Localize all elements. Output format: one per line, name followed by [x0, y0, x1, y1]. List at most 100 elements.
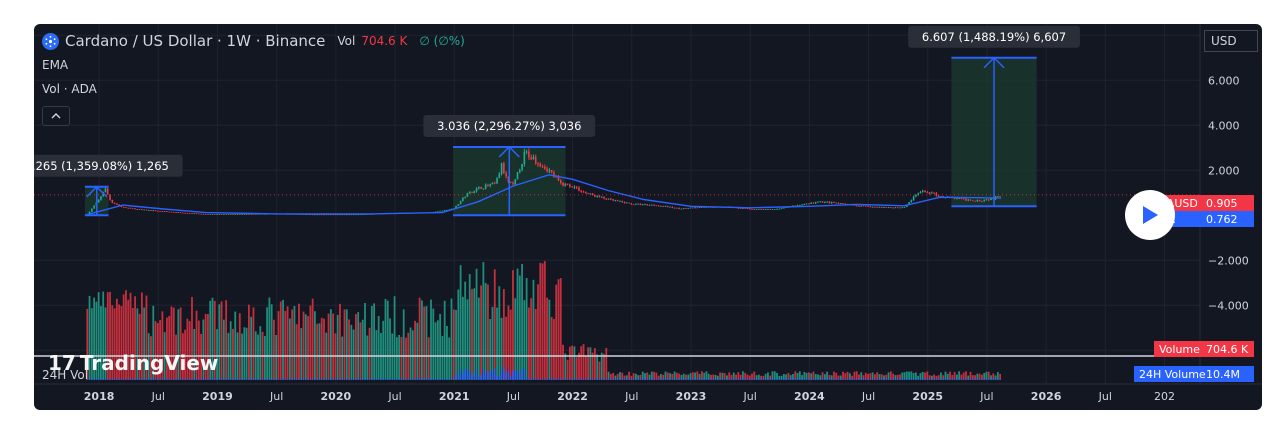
volume-24h-bar — [951, 378, 954, 380]
volume-24h-bar — [191, 379, 193, 380]
volume-24h-bar — [987, 378, 990, 380]
price-candle — [596, 195, 598, 197]
price-candle — [484, 184, 487, 189]
volume-bar — [682, 373, 685, 380]
volume-24h-bar — [651, 378, 653, 380]
volume-24h-bar — [245, 378, 248, 380]
volume-bar — [518, 275, 521, 380]
indicator-ema-legend[interactable]: EMA — [42, 58, 69, 72]
price-candle — [753, 209, 756, 211]
price-candle — [646, 204, 649, 206]
volume-24h-bar — [423, 378, 425, 380]
volume-bar — [949, 371, 951, 380]
volume-24h-bar — [751, 378, 753, 380]
volume-bar — [712, 374, 715, 380]
measure-label-box[interactable] — [34, 154, 183, 177]
volume-bar — [864, 372, 867, 380]
volume-24h-bar — [437, 378, 439, 380]
volume-24h-bar — [621, 378, 624, 380]
volume-bar — [960, 374, 963, 380]
symbol-legend[interactable]: Cardano / US Dollar · 1W · Binance Vol 70… — [42, 32, 465, 50]
volume-bar — [311, 298, 314, 380]
chart-frame[interactable]: 1.265 (1,359.08%) 1,265 3.036 (2,296.27%)… — [34, 24, 1262, 410]
price-candle — [223, 214, 225, 215]
volume-24h-bar — [553, 378, 555, 380]
volume-24h-pane-label: 24H Vol — [42, 368, 89, 382]
price-candle — [154, 210, 157, 212]
volume-bar — [619, 372, 621, 380]
volume-bar — [539, 262, 542, 380]
volume-24h-bar — [742, 378, 744, 380]
volume-24h-bar — [591, 379, 594, 380]
price-candle — [917, 193, 919, 195]
play-button[interactable] — [1125, 190, 1175, 240]
volume-bar — [364, 303, 366, 380]
indicator-volume-legend[interactable]: Vol · ADA — [42, 82, 97, 96]
volume-bar — [828, 374, 831, 380]
price-candle — [744, 208, 746, 209]
volume-bar — [168, 315, 171, 380]
volume-24h-bar — [416, 378, 419, 380]
volume-24h-bar — [862, 378, 865, 380]
price-candle — [359, 214, 362, 216]
measure-label-box[interactable] — [423, 114, 596, 137]
volume-24h-bar — [430, 378, 432, 380]
volume-24h-bar — [660, 378, 662, 380]
volume-24h-bar — [878, 378, 881, 380]
axes[interactable]: 8.0006.0004.0002.000−2.000−4.000−6.00020… — [34, 24, 1262, 403]
price-candle — [489, 184, 492, 186]
volume-24h-bar — [316, 378, 318, 380]
volume-bar — [172, 307, 175, 380]
volume-24h-bar — [639, 378, 642, 380]
volume-bar — [867, 373, 869, 380]
measure-label-box[interactable] — [908, 25, 1080, 48]
volume-bar — [769, 375, 772, 380]
volume-bar — [974, 375, 976, 380]
volume-24h-bar — [737, 378, 740, 380]
collapse-legend-button[interactable] — [42, 106, 70, 126]
volume-24h-bar — [717, 379, 719, 380]
volume-24h-bar — [257, 379, 259, 380]
chart-canvas[interactable]: 1.265 (1,359.08%) 1,265 3.036 (2,296.27%)… — [34, 24, 1262, 410]
volume-bar — [965, 371, 967, 380]
volume-bar — [562, 344, 564, 380]
volume-24h-bar — [953, 379, 956, 380]
price-candle — [541, 166, 544, 168]
volume-bar — [354, 314, 357, 380]
volume-24h-bar — [628, 378, 630, 380]
volume-bar — [892, 373, 895, 380]
volume-bar — [808, 372, 810, 380]
volume-24h-bar — [505, 371, 507, 380]
volume-bar — [600, 352, 603, 380]
volume-24h-bar — [532, 378, 535, 380]
volume-bar — [983, 372, 986, 380]
volume-24h-bar — [512, 370, 514, 380]
volume-24h-bar — [177, 378, 180, 380]
volume-bar — [386, 300, 389, 380]
volume-bar — [509, 309, 512, 380]
volume-24h-bar — [728, 378, 731, 380]
price-candle — [810, 202, 812, 204]
volume-bar — [726, 375, 728, 380]
price-candle — [778, 208, 781, 210]
currency-selector[interactable]: USD — [1204, 30, 1258, 52]
volume-bar — [723, 373, 726, 380]
volume-24h-bar — [213, 378, 216, 380]
volume-24h-bar — [323, 379, 325, 380]
price-candle — [136, 209, 139, 210]
volume-bar — [776, 372, 778, 380]
volume-24h-bar — [669, 378, 671, 380]
volume-bar — [908, 371, 910, 380]
price-candle — [97, 199, 100, 203]
price-candle — [439, 210, 441, 212]
volume-bar — [771, 371, 774, 380]
volume-24h-bar — [696, 378, 699, 380]
measure-tools[interactable]: 1.265 (1,359.08%) 1,265 3.036 (2,296.27%)… — [34, 25, 1080, 217]
volume-bar — [996, 372, 999, 380]
volume-bar — [792, 374, 794, 380]
price-candle — [503, 163, 505, 174]
volume-24h-bar — [710, 379, 712, 380]
volume-24h-bar — [204, 379, 207, 380]
volume-bar — [152, 305, 155, 380]
price-candle — [498, 173, 501, 179]
